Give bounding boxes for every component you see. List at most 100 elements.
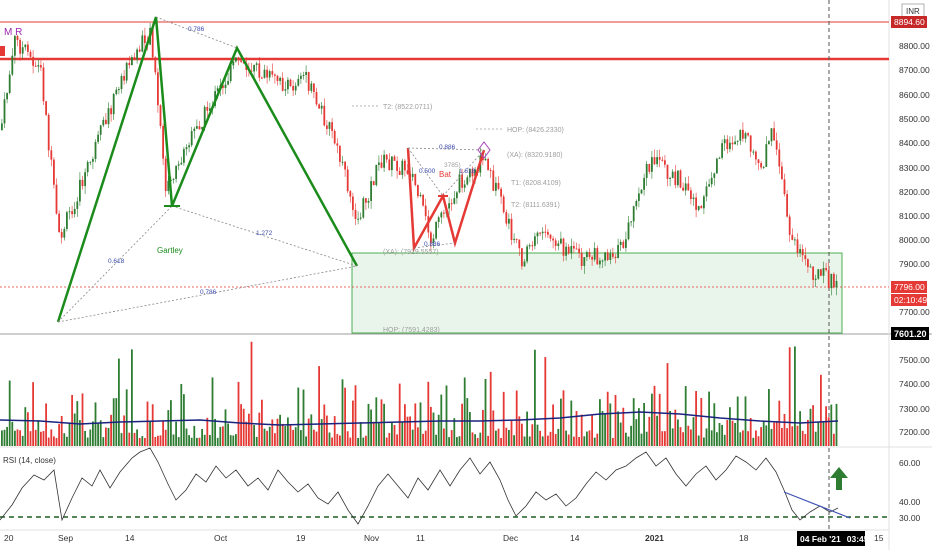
volume-bar — [123, 415, 125, 446]
volume-bar — [81, 393, 84, 446]
candle-body — [313, 83, 315, 93]
volume-bar — [474, 434, 476, 446]
candle-body — [58, 213, 60, 233]
volume-bar — [157, 435, 159, 446]
candle-body — [690, 190, 692, 200]
volume-bar — [427, 381, 430, 446]
candle-body — [755, 151, 757, 160]
candle-body — [81, 179, 84, 187]
candle-body — [362, 198, 365, 218]
volume-bar — [344, 387, 346, 446]
bat-stray-label: 3785) — [444, 162, 461, 169]
candle-body — [209, 108, 211, 111]
candle-body — [50, 150, 53, 160]
candle-body — [775, 140, 778, 150]
candle-body — [435, 221, 437, 239]
volume-bar — [554, 433, 557, 446]
volume-bar — [27, 412, 29, 446]
candle-body — [778, 149, 781, 167]
volume-bar — [690, 429, 692, 446]
volume-bar — [232, 435, 235, 446]
candle-body — [136, 49, 138, 60]
candle-body — [773, 128, 775, 141]
volume-bar — [125, 389, 128, 446]
volume-bar — [333, 416, 336, 446]
volume-bar — [526, 411, 528, 446]
bat-ratio-mid: 0.500 — [419, 168, 436, 175]
gartley-ratio-top: 0.786 — [188, 26, 205, 33]
volume-bar — [814, 431, 817, 446]
volume-bar — [487, 435, 489, 446]
volume-bar — [383, 403, 385, 446]
volume-bar — [606, 391, 609, 446]
candle-body — [305, 72, 307, 75]
gartley-label: Gartley — [157, 246, 183, 255]
volume-bar — [617, 411, 619, 446]
volume-bar — [235, 434, 237, 446]
bat-ratio-right: 1.618 — [459, 168, 476, 175]
candle-body — [791, 234, 794, 240]
volume-bar — [167, 410, 170, 446]
volume-bar — [175, 421, 177, 446]
candle-body — [346, 169, 349, 192]
candle-body — [203, 106, 206, 128]
candle-body — [380, 162, 383, 168]
candle-body — [448, 203, 450, 209]
volume-bar — [21, 435, 24, 446]
time-tick: 18 — [739, 533, 749, 543]
candle-body — [734, 141, 736, 145]
candle-body — [456, 192, 458, 199]
volume-bar — [94, 402, 97, 446]
candle-body — [357, 218, 359, 220]
candle-body — [588, 252, 591, 257]
candle-body — [240, 60, 242, 62]
gartley-ratio-xb: 0.618 — [108, 258, 125, 265]
candle-body — [788, 216, 791, 235]
candle-body — [515, 238, 518, 240]
candle-body — [489, 170, 492, 172]
volume-bar — [409, 416, 411, 446]
candle-body — [786, 194, 788, 217]
candle-body — [365, 198, 367, 203]
volume-bar — [804, 434, 807, 446]
volume-bar — [162, 421, 164, 446]
volume-bar — [669, 410, 671, 446]
volume-bar — [726, 420, 729, 446]
candle-body — [6, 92, 8, 100]
candle-body — [115, 89, 118, 94]
bottom-price-text: 7601.20 — [894, 329, 927, 339]
volume-bar — [575, 410, 578, 446]
currency-label: INR — [906, 7, 920, 16]
volume-bar — [671, 428, 674, 446]
candle-body — [128, 62, 131, 66]
volume-bar — [331, 437, 333, 446]
candle-body — [591, 256, 593, 260]
volume-bar — [578, 437, 580, 446]
volume-bar — [29, 431, 32, 446]
volume-bar — [365, 435, 367, 446]
volume-bar — [448, 437, 450, 446]
candle-body — [804, 255, 807, 260]
volume-bar — [263, 428, 266, 446]
candle-body — [388, 159, 391, 171]
candle-body — [422, 194, 424, 206]
volume-bar — [146, 401, 149, 446]
candle-body — [679, 170, 682, 188]
volume-bar — [8, 380, 11, 446]
volume-bar — [40, 431, 42, 446]
volume-bar — [523, 436, 526, 446]
candle-body — [453, 198, 456, 204]
candle-body — [180, 162, 183, 165]
volume-bar — [3, 429, 6, 446]
volume-bar — [627, 436, 630, 446]
candle-body — [125, 62, 128, 81]
volume-bar — [497, 428, 500, 446]
volume-bar — [723, 434, 726, 446]
volume-bar — [703, 437, 705, 446]
candle-body — [45, 101, 47, 115]
candle-body — [396, 160, 398, 171]
volume-bar — [396, 434, 398, 446]
candle-body — [383, 154, 385, 168]
volume-bar — [807, 419, 809, 446]
